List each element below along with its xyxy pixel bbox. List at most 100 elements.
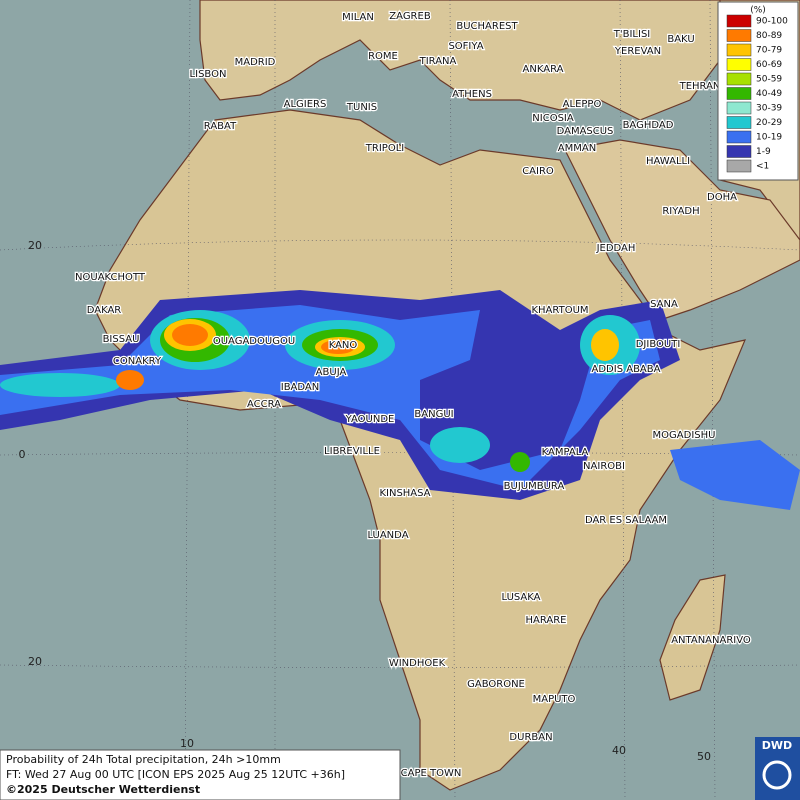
- city-label: OUAGADOUGOU: [213, 336, 295, 347]
- city-label: TIRANA: [419, 56, 457, 67]
- city-label: NAIROBI: [583, 461, 625, 472]
- city-label: ADDIS ABABA: [592, 364, 661, 375]
- grid-label: 20: [28, 655, 42, 668]
- city-label: MAPUTO: [533, 694, 576, 705]
- city-label: T'BILISI: [613, 29, 650, 40]
- city-label: ANTANANARIVO: [671, 635, 751, 646]
- city-label: LISBON: [190, 69, 227, 80]
- city-label: SANA: [650, 299, 678, 310]
- logo-icon: [762, 760, 792, 790]
- city-label: HARARE: [525, 615, 566, 626]
- city-label: ALGIERS: [284, 99, 327, 110]
- city-label: KANO: [329, 340, 358, 351]
- land-madagascar: [659, 574, 726, 701]
- city-label: YEREVAN: [614, 46, 661, 57]
- city-label: HAWALLI: [646, 156, 690, 167]
- city-label: SOFIYA: [448, 41, 483, 52]
- city-label: BANGUI: [414, 409, 453, 420]
- legend-label: 90-100: [756, 17, 788, 27]
- city-label: LIBREVILLE: [324, 446, 380, 457]
- city-label: RIYADH: [662, 206, 699, 217]
- city-label: JEDDAH: [596, 243, 636, 254]
- legend-swatch: [726, 87, 752, 100]
- grid-label: 50: [697, 750, 711, 763]
- city-label: KINSHASA: [379, 488, 430, 499]
- legend-swatch: [726, 72, 752, 86]
- city-label: BISSAU: [103, 334, 140, 345]
- logo-text: DWD: [762, 739, 792, 752]
- legend-label: 10-19: [756, 133, 782, 143]
- legend-swatch: [726, 58, 752, 71]
- city-label: MADRID: [235, 57, 276, 68]
- city-label: WINDHOEK: [389, 658, 446, 669]
- legend-label: 50-59: [756, 75, 782, 85]
- legend-label: <1: [756, 162, 769, 172]
- city-label: LUSAKA: [502, 592, 541, 603]
- city-labels: MILAN ZAGREB BUCHAREST ROME SOFIYA TIRANA ANKA…: [74, 10, 752, 781]
- city-label: CONAKRY: [113, 356, 162, 367]
- city-label: DAMASCUS: [557, 126, 614, 137]
- city-label: ZAGREB: [389, 11, 431, 22]
- city-label: BAGHDAD: [623, 120, 674, 131]
- legend: 90-100 80-89 70-79 60-69 50-59 40-49 30-39 20-2…: [726, 14, 788, 173]
- grid-label: 40: [612, 744, 626, 757]
- city-label: GABORONE: [467, 679, 525, 690]
- city-label: TUNIS: [346, 102, 377, 113]
- grid-labels: 20 0 20 10 40 50: [19, 239, 712, 763]
- city-label: IBADAN: [281, 382, 320, 393]
- legend-swatch: [726, 101, 752, 115]
- legend-label: 60-69: [756, 60, 782, 70]
- city-label: MOGADISHU: [653, 430, 716, 441]
- precipitation: [0, 290, 800, 510]
- city-label: BUJUMBURA: [504, 481, 565, 492]
- city-label: YAOUNDE: [345, 414, 395, 425]
- city-label: ROME: [368, 51, 398, 62]
- city-label: ANKARA: [523, 64, 564, 75]
- city-label: CAPE TOWN: [401, 768, 462, 779]
- legend-label: 80-89: [756, 31, 782, 41]
- city-label: AMMAN: [558, 143, 596, 154]
- city-label: LUANDA: [367, 530, 408, 541]
- city-label: RABAT: [204, 121, 237, 132]
- city-label: ACCRA: [247, 399, 281, 410]
- legend-swatch: [726, 130, 752, 144]
- city-label: DOHA: [707, 192, 737, 203]
- legend-swatch: [726, 29, 752, 42]
- city-label: DAR ES SALAAM: [585, 515, 667, 526]
- city-label: DAKAR: [87, 305, 122, 316]
- city-label: NOUAKCHOTT: [75, 272, 146, 283]
- city-label: KHARTOUM: [531, 305, 588, 316]
- grid-label: 20: [28, 239, 42, 252]
- grid-label: 10: [180, 737, 194, 750]
- legend-swatch: [726, 14, 752, 28]
- city-label: ATHENS: [452, 89, 492, 100]
- city-label: BUCHAREST: [456, 21, 518, 32]
- city-label: BAKU: [667, 34, 694, 45]
- city-label: ABUJA: [316, 367, 347, 378]
- city-label: MILAN: [342, 12, 374, 23]
- city-label: DJIBOUTI: [636, 339, 681, 350]
- legend-label: 20-29: [756, 118, 782, 128]
- grid-label: 0: [19, 448, 26, 461]
- legend-title: (%): [750, 6, 766, 16]
- legend-label: 30-39: [756, 104, 782, 114]
- city-label: TRIPOLI: [365, 143, 404, 154]
- city-label: CAIRO: [522, 166, 554, 177]
- legend-swatch: [726, 159, 752, 173]
- legend-label: 70-79: [756, 46, 782, 56]
- legend-swatch: [726, 43, 752, 57]
- logo-box: [755, 737, 800, 800]
- caption-line: Probability of 24h Total precipitation, …: [6, 753, 281, 766]
- city-label: KAMPALA: [542, 447, 589, 458]
- city-label: ALEPPO: [563, 99, 602, 110]
- legend-swatch: [726, 145, 752, 158]
- legend-label: 1-9: [756, 147, 771, 157]
- city-label: TEHRAN: [679, 81, 721, 92]
- legend-label: 40-49: [756, 89, 782, 99]
- legend-swatch: [726, 116, 752, 129]
- land-arabia: [564, 139, 800, 321]
- caption-line: FT: Wed 27 Aug 00 UTC [ICON EPS 2025 Aug…: [6, 768, 345, 781]
- caption-box: [0, 749, 401, 800]
